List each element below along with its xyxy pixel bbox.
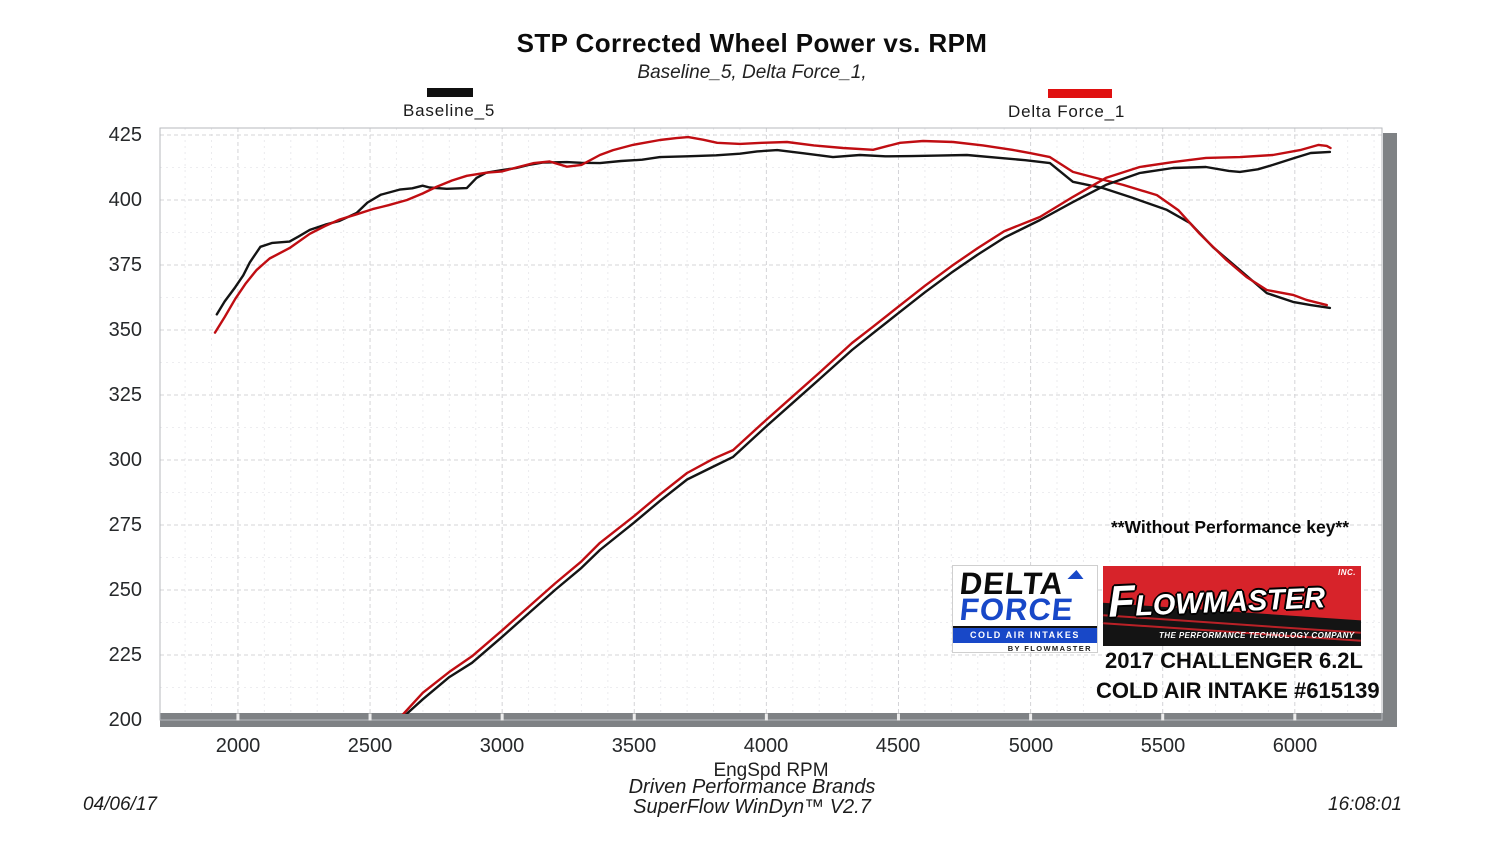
- legend-swatch-baseline: [427, 88, 473, 97]
- y-tick-label: 275: [108, 514, 142, 536]
- y-tick-label: 225: [108, 644, 142, 666]
- plot-right-shadow: [1383, 133, 1397, 727]
- y-tick-label: 350: [108, 319, 142, 341]
- y-tick-label: 200: [108, 709, 142, 731]
- time-stamp: 16:08:01: [1328, 794, 1402, 815]
- x-tick-label: 2500: [347, 735, 393, 757]
- footer-brand: Driven Performance Brands: [628, 776, 876, 798]
- legend-label-baseline: Baseline_5: [403, 101, 496, 120]
- delta-force-logo: DELTA FORCE COLD AIR INTAKES BY FLOWMAST…: [952, 565, 1098, 653]
- legend-label-delta-force: Delta Force_1: [1008, 102, 1126, 121]
- vehicle-line-1: 2017 CHALLENGER 6.2L: [1105, 648, 1363, 673]
- page-title: STP Corrected Wheel Power vs. RPM: [516, 28, 988, 58]
- delta-force-word-force: FORCE: [958, 592, 1076, 627]
- x-tick-label: 4500: [875, 735, 921, 757]
- x-tick-label: 3000: [479, 735, 525, 757]
- x-tick-label: 2000: [215, 735, 261, 757]
- x-tick-label: 3500: [611, 735, 657, 757]
- footer-software: SuperFlow WinDyn™ V2.7: [633, 796, 871, 818]
- flowmaster-tagline: THE PERFORMANCE TECHNOLOGY COMPANY: [1159, 631, 1355, 640]
- legend-swatch-delta-force: [1048, 89, 1112, 98]
- delta-force-bar: COLD AIR INTAKES: [953, 626, 1097, 643]
- y-tick-label: 425: [108, 124, 142, 146]
- y-tick-label: 250: [108, 579, 142, 601]
- y-tick-label: 400: [108, 189, 142, 211]
- flowmaster-inc: INC.: [1338, 568, 1356, 577]
- chart-header: STP Corrected Wheel Power vs. RPM Baseli…: [141, 28, 1363, 84]
- date-stamp: 04/06/17: [83, 794, 157, 815]
- performance-key-note: **Without Performance key**: [1110, 517, 1350, 537]
- flowmaster-logo: INC. FLOWMASTER THE PERFORMANCE TECHNOLO…: [1103, 566, 1361, 646]
- x-tick-label: 6000: [1272, 735, 1318, 757]
- x-tick-label: 4000: [743, 735, 789, 757]
- x-tick-label: 5500: [1140, 735, 1186, 757]
- y-tick-label: 300: [108, 449, 142, 471]
- x-axis-title: EngSpd RPM: [713, 760, 829, 781]
- delta-force-byline: BY FLOWMASTER: [1007, 644, 1092, 653]
- x-tick-label: 5000: [1008, 735, 1054, 757]
- chart-subtitle: Baseline_5, Delta Force_1,: [637, 62, 867, 83]
- delta-a-triangle-icon: [1067, 570, 1085, 579]
- y-tick-label: 325: [108, 384, 142, 406]
- flowmaster-wordmark: FLOWMASTER: [1107, 576, 1326, 627]
- vehicle-line-2: COLD AIR INTAKE #615139: [1096, 678, 1380, 703]
- y-tick-label: 375: [108, 254, 142, 276]
